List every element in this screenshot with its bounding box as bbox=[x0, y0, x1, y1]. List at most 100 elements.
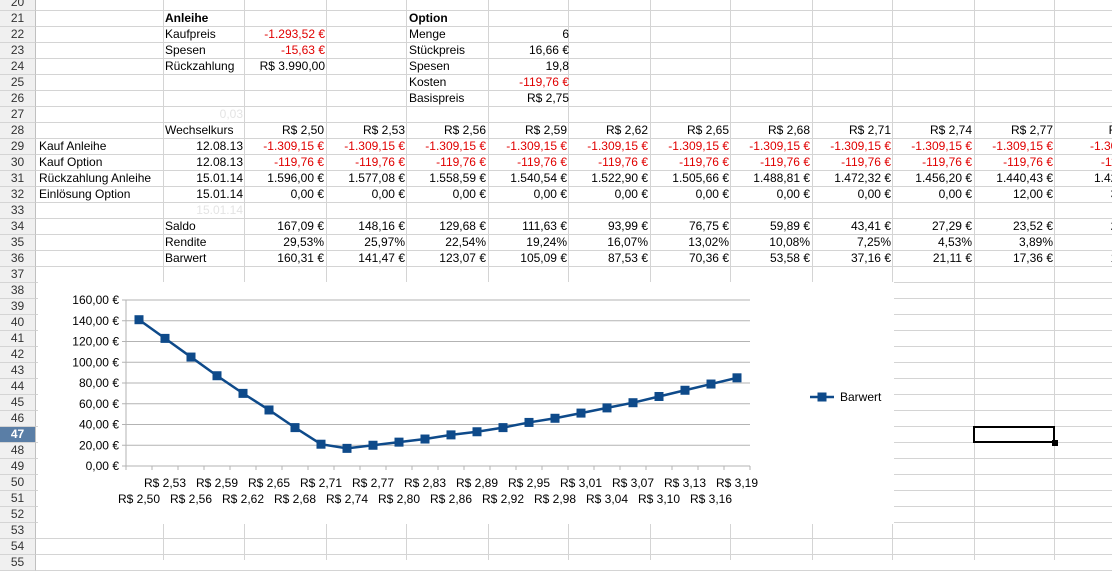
summary-cell[interactable]: 3,89% bbox=[1018, 235, 1053, 249]
table-cell[interactable]: 0,00 € bbox=[938, 187, 972, 201]
table-cell[interactable]: 1.425,0 bbox=[1093, 171, 1112, 185]
row-header[interactable]: 49 bbox=[0, 459, 36, 475]
summary-cell[interactable]: 17,36 € bbox=[1012, 251, 1053, 265]
summary-cell[interactable]: 21,11 € bbox=[932, 251, 972, 265]
row-header[interactable]: 52 bbox=[0, 507, 36, 523]
table-cell[interactable]: -1.309,15 € bbox=[749, 139, 810, 153]
table-cell[interactable]: 0,00 € bbox=[290, 187, 324, 201]
row-header[interactable]: 36 bbox=[0, 251, 36, 267]
row-header[interactable]: 37 bbox=[0, 267, 36, 283]
row-header[interactable]: 23 bbox=[0, 43, 36, 59]
table-cell[interactable]: -119,76 € bbox=[355, 155, 405, 169]
summary-cell[interactable]: 16,07% bbox=[607, 235, 648, 249]
row-header[interactable]: 39 bbox=[0, 299, 36, 315]
summary-cell[interactable]: 43,41 € bbox=[850, 219, 891, 233]
selected-cell-cursor[interactable] bbox=[973, 426, 1055, 443]
row-header[interactable]: 20 bbox=[0, 0, 36, 11]
row-header[interactable]: 43 bbox=[0, 363, 36, 379]
row-header[interactable]: 29 bbox=[0, 139, 36, 155]
table-cell[interactable]: -119,76 € bbox=[274, 155, 324, 169]
summary-cell[interactable]: 7,25% bbox=[856, 235, 891, 249]
table-cell[interactable]: -119,76 € bbox=[517, 155, 567, 169]
table-cell[interactable]: 0,00 € bbox=[371, 187, 405, 201]
table-cell[interactable]: 1.540,54 € bbox=[510, 171, 567, 185]
row-header[interactable]: 54 bbox=[0, 539, 36, 555]
table-cell[interactable]: -1.309,15 € bbox=[911, 139, 972, 153]
table-cell[interactable]: -119,76 € bbox=[436, 155, 486, 169]
rate-header[interactable]: R$ 2,74 bbox=[929, 123, 972, 137]
table-cell[interactable]: -1.309,1 bbox=[1089, 139, 1112, 153]
table-cell[interactable]: 1.505,66 € bbox=[672, 171, 729, 185]
row-header[interactable]: 45 bbox=[0, 395, 36, 411]
table-cell[interactable]: -119,76 € bbox=[760, 155, 810, 169]
table-cell[interactable]: 1.577,08 € bbox=[348, 171, 405, 185]
table-cell[interactable]: -119,76 € bbox=[922, 155, 972, 169]
summary-cell[interactable]: 76,75 € bbox=[688, 219, 729, 233]
table-cell[interactable]: -119,76 € bbox=[598, 155, 648, 169]
row-header[interactable]: 50 bbox=[0, 475, 36, 491]
table-cell[interactable]: 0,00 € bbox=[857, 187, 891, 201]
summary-cell[interactable]: 87,53 € bbox=[607, 251, 648, 265]
fill-handle[interactable] bbox=[1052, 440, 1058, 446]
barwert-chart[interactable]: 0,00 € 20,00 € 40,00 € 60,00 € 80,00 € 100,00… bbox=[38, 282, 894, 524]
table-cell[interactable]: 1.596,00 € bbox=[267, 171, 324, 185]
table-cell[interactable]: -1.309,15 € bbox=[668, 139, 729, 153]
summary-cell[interactable]: 10,08% bbox=[769, 235, 810, 249]
table-cell[interactable]: -1.309,15 € bbox=[830, 139, 891, 153]
row-header[interactable]: 40 bbox=[0, 315, 36, 331]
row-header[interactable]: 21 bbox=[0, 11, 36, 27]
row-header[interactable]: 47 bbox=[0, 427, 36, 443]
table-cell[interactable]: 1.440,43 € bbox=[996, 171, 1053, 185]
table-cell[interactable]: 0,00 € bbox=[776, 187, 810, 201]
row-date[interactable]: 15.01.14 bbox=[196, 187, 243, 201]
table-cell[interactable]: -1.309,15 € bbox=[263, 139, 324, 153]
table-cell[interactable]: 1.488,81 € bbox=[753, 171, 810, 185]
table-cell[interactable]: 1.522,90 € bbox=[591, 171, 648, 185]
summary-cell[interactable]: 167,09 € bbox=[277, 219, 324, 233]
table-cell[interactable]: -119,76 € bbox=[841, 155, 891, 169]
table-cell[interactable]: -1.309,15 € bbox=[992, 139, 1053, 153]
row-header[interactable]: 35 bbox=[0, 235, 36, 251]
table-cell[interactable]: 0,00 € bbox=[452, 187, 486, 201]
option-stueckpreis-value[interactable]: 16,66 € bbox=[528, 43, 569, 57]
table-cell[interactable]: 12,00 € bbox=[1012, 187, 1053, 201]
summary-cell[interactable]: 59,89 € bbox=[769, 219, 810, 233]
summary-cell[interactable]: 37,16 € bbox=[850, 251, 891, 265]
summary-cell[interactable]: 53,58 € bbox=[769, 251, 810, 265]
summary-cell[interactable]: 22,54% bbox=[445, 235, 486, 249]
summary-cell[interactable]: 70,36 € bbox=[688, 251, 729, 265]
rate-header[interactable]: R$ 2,59 bbox=[524, 123, 567, 137]
row-date[interactable]: 12.08.13 bbox=[196, 139, 243, 153]
table-cell[interactable]: -1.309,15 € bbox=[506, 139, 567, 153]
option-spesen-value[interactable]: 19,8 bbox=[545, 59, 569, 73]
summary-cell[interactable]: 148,16 € bbox=[358, 219, 405, 233]
summary-cell[interactable]: 129,68 € bbox=[439, 219, 486, 233]
table-cell[interactable]: -1.309,15 € bbox=[425, 139, 486, 153]
row-header[interactable]: 31 bbox=[0, 171, 36, 187]
row-header[interactable]: 32 bbox=[0, 187, 36, 203]
anleihe-spesen-value[interactable]: -15,63 € bbox=[280, 43, 325, 57]
option-basispreis-value[interactable]: R$ 2,75 bbox=[526, 91, 569, 105]
summary-cell[interactable]: 25,97% bbox=[364, 235, 405, 249]
summary-cell[interactable]: 13,02% bbox=[688, 235, 729, 249]
table-cell[interactable]: -119,76 € bbox=[679, 155, 729, 169]
row-header[interactable]: 48 bbox=[0, 443, 36, 459]
row-header[interactable]: 28 bbox=[0, 123, 36, 139]
summary-cell[interactable]: 141,47 € bbox=[358, 251, 405, 265]
step-value[interactable]: 0,03 bbox=[219, 107, 243, 121]
table-cell[interactable]: -1.309,15 € bbox=[344, 139, 405, 153]
summary-cell[interactable]: 4,3 bbox=[1055, 235, 1112, 250]
rate-header[interactable]: R$ 2,68 bbox=[767, 123, 810, 137]
row-header[interactable]: 27 bbox=[0, 107, 36, 123]
table-cell[interactable]: -119,7 bbox=[1100, 155, 1112, 169]
summary-cell[interactable]: 19,24% bbox=[526, 235, 567, 249]
row-header[interactable]: 44 bbox=[0, 379, 36, 395]
table-cell[interactable]: 30,0 bbox=[1055, 187, 1112, 202]
row-header[interactable]: 53 bbox=[0, 523, 36, 539]
rate-header[interactable]: R$ 2,65 bbox=[686, 123, 729, 137]
summary-cell[interactable]: 160,31 € bbox=[277, 251, 324, 265]
rate-header[interactable]: R$ 2,50 bbox=[281, 123, 324, 137]
summary-cell[interactable]: 26,0 bbox=[1055, 219, 1112, 234]
row-header[interactable]: 41 bbox=[0, 331, 36, 347]
